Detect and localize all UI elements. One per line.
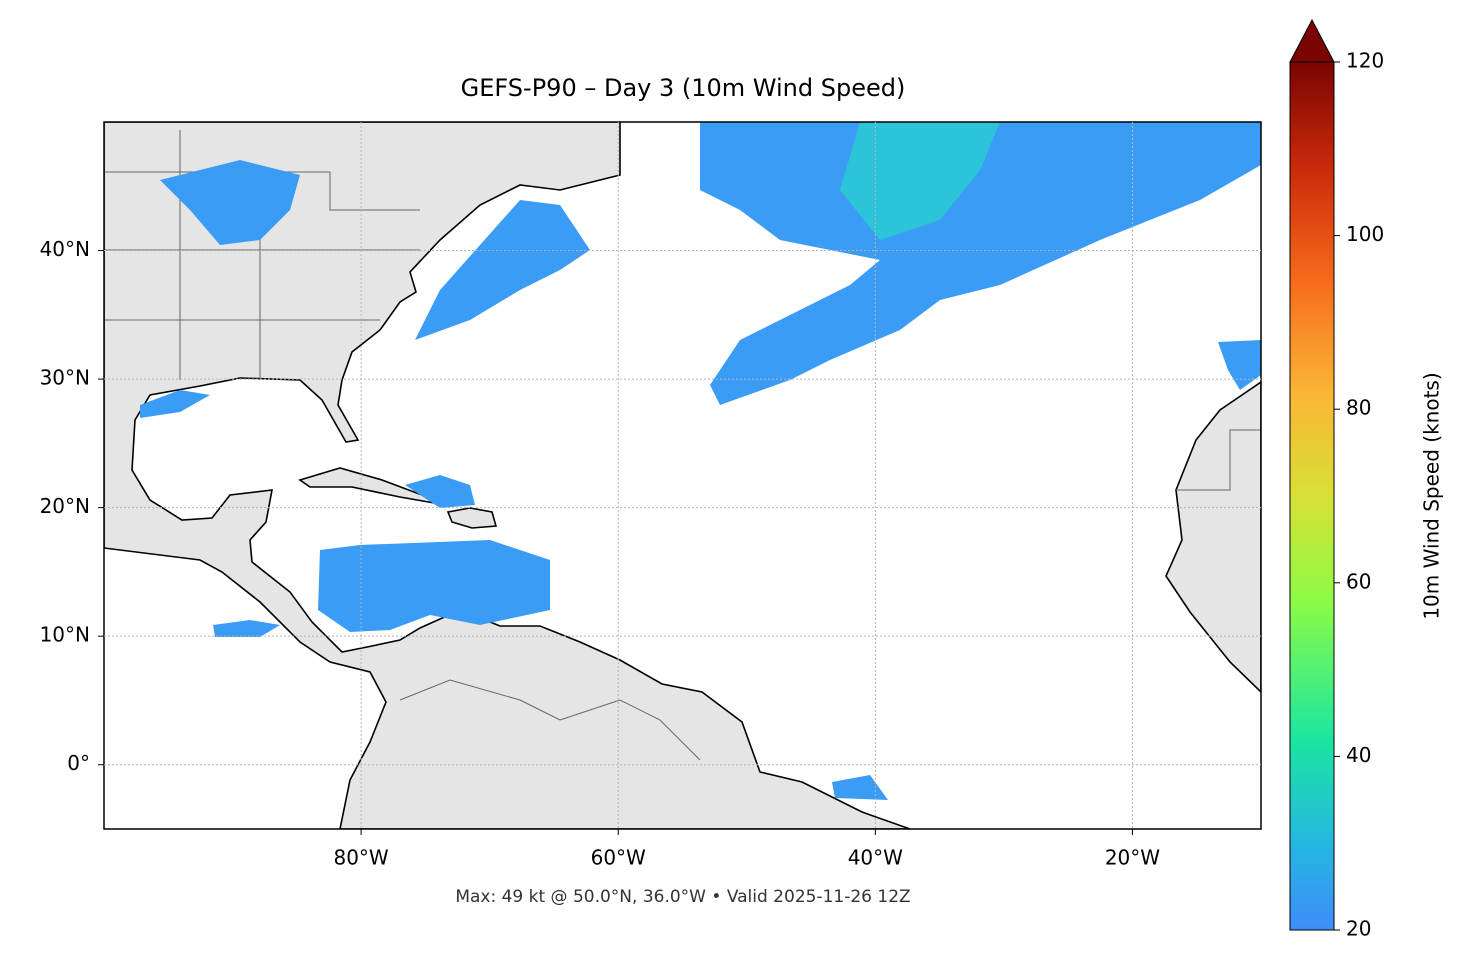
- colorbar-tick-label: 80: [1346, 396, 1371, 420]
- colorbar-tick-label: 20: [1346, 917, 1371, 941]
- wind-area: [415, 200, 590, 340]
- wind-area: [405, 475, 475, 508]
- x-tick-label: 20°W: [1105, 846, 1160, 870]
- colorbar-tick-label: 40: [1346, 743, 1371, 767]
- map-title: GEFS-P90 – Day 3 (10m Wind Speed): [461, 74, 906, 102]
- wind-area: [140, 390, 210, 418]
- map-frame: [103, 121, 1262, 830]
- y-tick-label: 10°N: [40, 623, 90, 647]
- y-tick-label: 40°N: [40, 237, 90, 261]
- x-tick-label: 80°W: [333, 846, 388, 870]
- wind-area: [1218, 340, 1261, 390]
- colorbar-tick-label: 100: [1346, 222, 1384, 246]
- land: [104, 122, 911, 829]
- y-tick-label: 30°N: [40, 366, 90, 390]
- colorbar: [1289, 61, 1335, 931]
- country-borders: [1176, 429, 1261, 491]
- x-tick-label: 60°W: [591, 846, 646, 870]
- wind-area: [213, 620, 280, 637]
- wind-area: [318, 540, 550, 632]
- footnote: Max: 49 kt @ 50.0°N, 36.0°W • Valid 2025…: [455, 887, 910, 907]
- wind-area: [840, 122, 1000, 240]
- country-borders: [399, 679, 701, 761]
- y-tick-label: 0°: [67, 751, 90, 775]
- wind-area: [832, 775, 888, 800]
- map-area: [104, 122, 1261, 829]
- y-tick-label: 20°N: [40, 494, 90, 518]
- colorbar-tick-label: 60: [1346, 569, 1371, 593]
- colorbar-extend: [1289, 18, 1335, 63]
- colorbar-label: 10m Wind Speed (knots): [1420, 372, 1444, 619]
- x-tick-label: 40°W: [848, 846, 903, 870]
- africa: [1165, 381, 1261, 694]
- hispaniola: [446, 507, 498, 529]
- wind-area: [160, 160, 300, 245]
- colorbar-tick-label: 120: [1346, 49, 1384, 73]
- wind-area: [700, 122, 1261, 405]
